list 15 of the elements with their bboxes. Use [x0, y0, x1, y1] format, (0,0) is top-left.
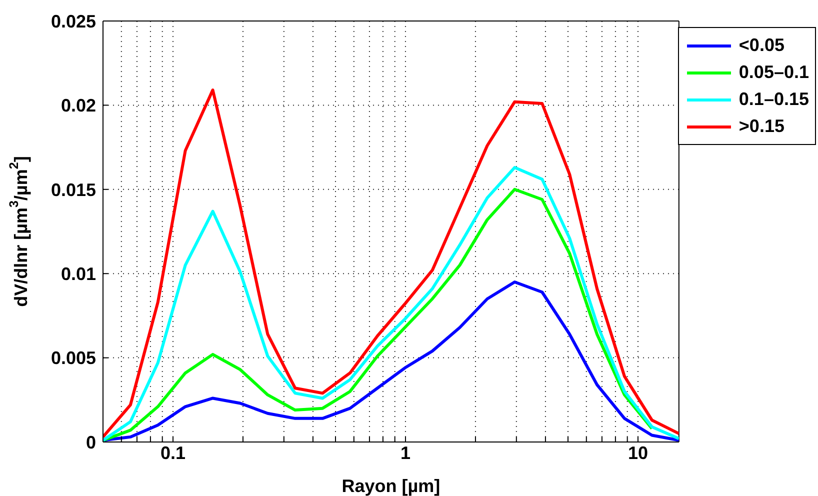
line-series — [103, 88, 679, 438]
y-tick-label: 0.02 — [60, 96, 96, 116]
legend-label: >0.15 — [738, 116, 784, 137]
y-tick-label: 0.01 — [60, 264, 96, 284]
x-tick-label: 1 — [400, 443, 410, 463]
y-tick-label: 0.025 — [50, 11, 96, 32]
y-tick-label: 0.015 — [50, 180, 96, 200]
legend-label: 0.1–0.15 — [738, 89, 809, 110]
x-tick-label: 10 — [628, 443, 648, 463]
y-tick-label: 0 — [86, 432, 96, 452]
legend-label: <0.05 — [738, 35, 784, 56]
legend-label: 0.05–0.1 — [738, 62, 809, 83]
x-axis-title: Rayon [µm] — [342, 476, 440, 496]
x-tick-label: 0.1 — [160, 443, 186, 463]
y-tick-label: 0.005 — [50, 348, 96, 368]
